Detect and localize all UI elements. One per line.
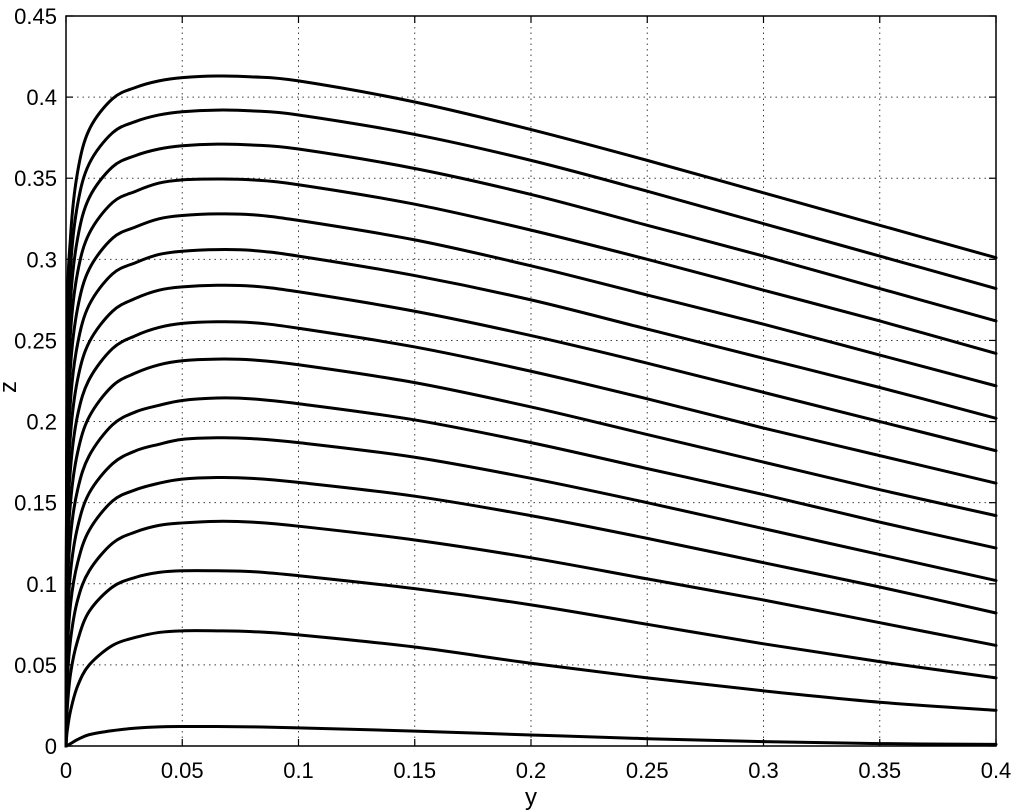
series-line-10 bbox=[64, 283, 998, 748]
y-tick-label: 0.25 bbox=[14, 328, 57, 353]
x-tick-label: 0.35 bbox=[858, 758, 901, 783]
x-tick-label: 0.05 bbox=[161, 758, 204, 783]
y-tick-label: 0 bbox=[45, 734, 57, 759]
series-line-3 bbox=[64, 569, 998, 748]
series-line-7 bbox=[64, 396, 998, 748]
x-tick-labels: 0 0.05 0.1 0.15 0.2 0.25 0.3 0.35 0.4 bbox=[60, 758, 1011, 783]
y-tick-label: 0.15 bbox=[14, 491, 57, 516]
x-axis-label: y bbox=[525, 784, 537, 811]
series-line-5 bbox=[64, 475, 998, 748]
y-tick-label: 0.35 bbox=[14, 166, 57, 191]
series-line-8 bbox=[64, 357, 998, 748]
series-line-12 bbox=[64, 212, 998, 748]
y-tick-label: 0.2 bbox=[26, 410, 57, 435]
x-tick-label: 0 bbox=[60, 758, 72, 783]
series-line-9 bbox=[64, 320, 998, 748]
series-line-11 bbox=[64, 248, 998, 748]
y-tick-labels: 0 0.05 0.1 0.15 0.2 0.25 0.3 0.35 0.4 0.45 bbox=[14, 4, 57, 759]
series-line-1 bbox=[64, 724, 998, 748]
series-line-2 bbox=[64, 629, 998, 748]
tick-marks bbox=[65, 15, 997, 747]
y-axis-label: z bbox=[0, 381, 22, 393]
y-tick-label: 0.05 bbox=[14, 653, 57, 678]
series-line-4 bbox=[64, 519, 998, 748]
series-line-6 bbox=[64, 436, 998, 748]
x-tick-label: 0.25 bbox=[626, 758, 669, 783]
series-line-16 bbox=[64, 74, 998, 748]
x-tick-label: 0.3 bbox=[748, 758, 779, 783]
series-line-14 bbox=[64, 142, 998, 748]
y-tick-label: 0.4 bbox=[26, 85, 57, 110]
y-tick-label: 0.1 bbox=[26, 572, 57, 597]
x-tick-label: 0.15 bbox=[393, 758, 436, 783]
series-lines bbox=[64, 74, 998, 748]
x-tick-label: 0.2 bbox=[516, 758, 547, 783]
y-tick-label: 0.3 bbox=[26, 247, 57, 272]
x-tick-label: 0.4 bbox=[981, 758, 1012, 783]
y-tick-label: 0.45 bbox=[14, 4, 57, 29]
series-line-15 bbox=[64, 108, 998, 748]
series-line-13 bbox=[64, 177, 998, 748]
x-tick-label: 0.1 bbox=[283, 758, 314, 783]
